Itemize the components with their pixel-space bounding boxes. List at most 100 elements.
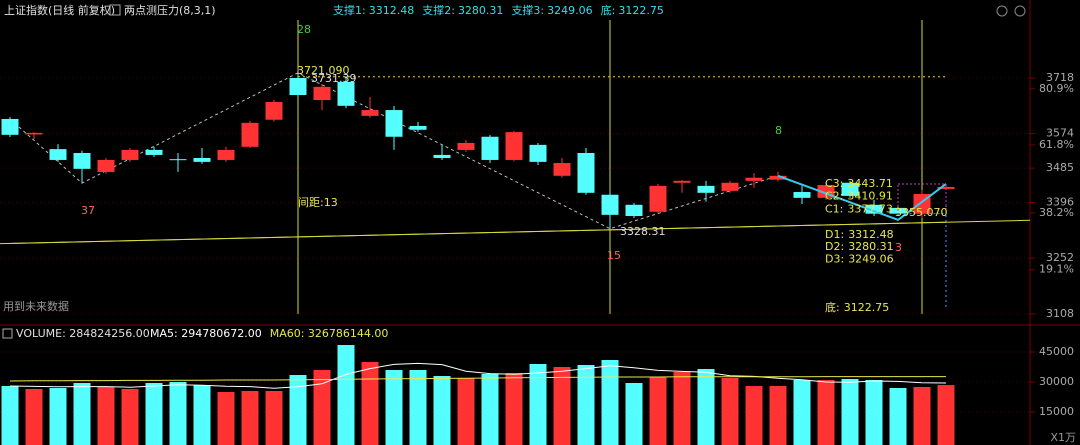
volume-bar	[241, 391, 259, 445]
volume-bar	[361, 362, 379, 445]
support-value: 3280.31	[458, 4, 504, 17]
level-name: 底:	[825, 300, 840, 314]
settings-icon[interactable]	[996, 5, 1008, 17]
candle-body	[457, 142, 475, 150]
volume-bar	[577, 365, 595, 445]
projection-box	[897, 183, 947, 215]
ma-legend-item: MA5: 294780672.00	[150, 327, 262, 340]
candle-body	[505, 132, 523, 160]
indicator: 两点测压力(8,3,1)	[124, 4, 216, 17]
y-tick-label: 15000	[1039, 405, 1074, 418]
support-name: 支撑3:	[511, 3, 544, 17]
volume-bar	[121, 389, 139, 445]
y-tick-label: 3485	[1046, 161, 1074, 174]
ma-legend-item: MA60: 326786144.00	[270, 327, 389, 340]
y-tick-label: 3396	[1046, 195, 1074, 208]
volume-bar	[889, 388, 907, 445]
candle-body	[697, 185, 715, 193]
annotation: 3328.31	[620, 225, 666, 238]
candle-body	[337, 81, 355, 106]
volume-bar	[337, 345, 355, 445]
annotation: 15	[607, 249, 621, 262]
support-line	[9, 221, 947, 244]
volume-bar	[505, 373, 523, 445]
y-tick-label: 3574	[1046, 127, 1074, 140]
fib-tick-label: 61.8%	[1039, 138, 1074, 151]
support-value: 3122.75	[618, 4, 664, 17]
volume-bar	[937, 385, 955, 445]
level-value: 3122.75	[844, 301, 890, 314]
indicator-icon	[109, 4, 121, 16]
level-name: C2:	[825, 190, 843, 203]
candle-body	[793, 192, 811, 198]
volume-bar	[265, 391, 283, 445]
pressure-line	[777, 174, 947, 221]
volume-bar	[433, 376, 451, 445]
volume-bar	[313, 370, 331, 445]
fib-tick-label: 38.2%	[1039, 206, 1074, 219]
candle-body	[409, 125, 427, 130]
candle-body	[841, 182, 859, 196]
candle-body	[169, 159, 187, 161]
volume-bar	[817, 380, 835, 445]
candle-body	[601, 194, 619, 215]
candle-body	[289, 77, 307, 95]
volume-bar	[73, 383, 91, 445]
level-name: D1:	[825, 228, 844, 241]
candle-body	[649, 185, 667, 212]
candle-body	[553, 163, 571, 176]
volume-bar	[169, 382, 187, 445]
annotation: 3355.070	[895, 206, 948, 219]
candle-body	[385, 110, 403, 137]
annotation: 用到未来数据	[3, 299, 69, 313]
volume-bar	[529, 364, 547, 445]
annotation: 3	[895, 241, 902, 254]
candle-body	[769, 175, 787, 180]
volume-bar	[289, 375, 307, 445]
candle-body	[625, 204, 643, 217]
volume-bar	[553, 367, 571, 445]
volume-bar	[457, 378, 475, 445]
candle-body	[577, 152, 595, 193]
y-tick-label: 45000	[1039, 345, 1074, 358]
annotation: 37	[81, 204, 95, 217]
fib-tick-label: 19.1%	[1039, 263, 1074, 276]
fib-tick-label: 80.9%	[1039, 82, 1074, 95]
support-value: 3312.48	[369, 4, 415, 17]
volume-bar	[841, 379, 859, 445]
volume-bar	[625, 383, 643, 445]
volume-bar	[25, 389, 43, 445]
support-name: 支撑2:	[422, 3, 455, 17]
candle-body	[313, 86, 331, 101]
candle-body	[97, 159, 115, 172]
volume-bar	[865, 380, 883, 445]
volume-bar	[769, 386, 787, 445]
volume-bar	[649, 377, 667, 445]
volume-bar	[1, 386, 19, 445]
candle-body	[145, 149, 163, 155]
candle-body	[265, 101, 283, 120]
candle-body	[121, 149, 139, 160]
volume-bar	[697, 369, 715, 445]
support-name: 底:	[601, 3, 616, 17]
candle-body	[721, 182, 739, 191]
volume-icon	[2, 328, 13, 339]
volume-label: VOLUME: 284824256.00	[16, 327, 150, 340]
candle-body	[241, 122, 259, 147]
candle-body	[937, 187, 955, 189]
level-name: C3:	[825, 177, 843, 190]
close-icon[interactable]	[1014, 5, 1026, 17]
candle-body	[193, 158, 211, 162]
level-value: 3312.48	[848, 228, 894, 241]
y-tick-label: 3718	[1046, 71, 1074, 84]
level-label: D1: 3312.48	[825, 228, 894, 241]
level-label: 底: 3122.75	[825, 300, 889, 314]
annotation: 间距:13	[298, 196, 338, 209]
volume-bar	[217, 392, 235, 445]
level-label: C2: 3410.91	[825, 190, 893, 203]
level-name: D2:	[825, 240, 844, 253]
level-value: 3410.91	[847, 190, 893, 203]
volume-bar	[145, 383, 163, 445]
annotation: 3721.090	[297, 64, 350, 77]
